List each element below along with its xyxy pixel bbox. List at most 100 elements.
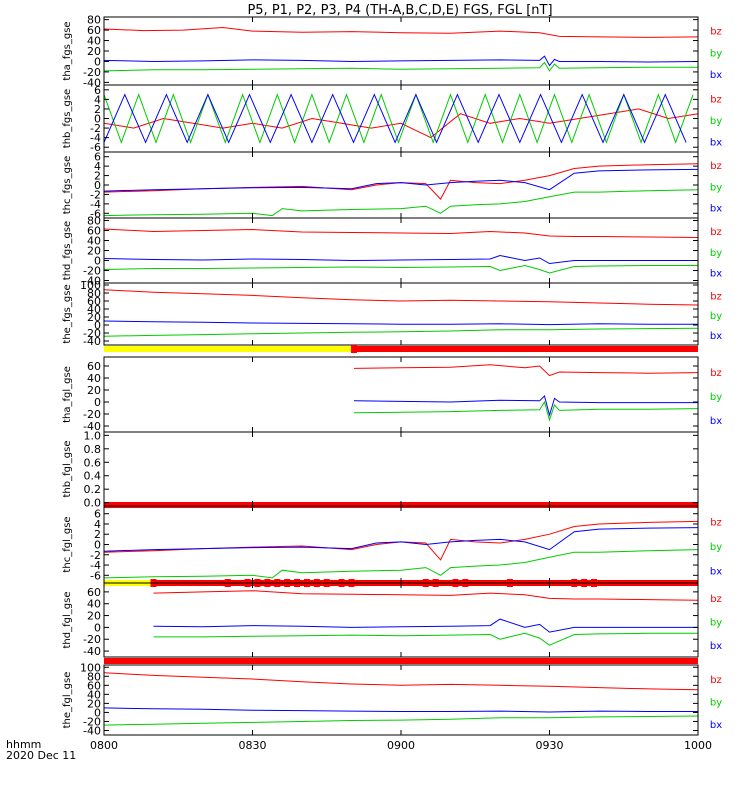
y-tick-label: 40: [87, 598, 101, 611]
series-line-bz: [353, 364, 699, 377]
legend-label-bz: bz: [710, 227, 722, 238]
panel-frame: [103, 282, 699, 346]
y-tick-label: 20: [87, 311, 101, 324]
series-line-by: [103, 327, 699, 337]
series-line-by: [103, 715, 699, 726]
legend-label-bz: bz: [710, 161, 722, 172]
footer-date-label: 2020 Dec 11: [6, 749, 76, 762]
y-tick-label: -40: [83, 76, 101, 89]
legend-label-by: by: [710, 248, 722, 259]
y-tick-label: 6: [94, 508, 101, 521]
y-tick-label: -40: [83, 724, 101, 737]
y-axis-label: thb_fgs_gse: [62, 89, 73, 148]
x-tick-label: 0830: [239, 739, 267, 752]
y-axis-label: the_fgs_gse: [62, 284, 73, 343]
panel-frame: [103, 84, 699, 153]
y-tick-label: 0: [94, 319, 101, 332]
y-tick-label: 4: [94, 518, 101, 531]
y-tick-label: 2: [94, 170, 101, 183]
series-line-bz: [103, 26, 699, 38]
y-tick-label: 60: [87, 24, 101, 37]
series-line-bx: [153, 618, 698, 633]
y-tick-label: 80: [87, 670, 101, 683]
y-tick-label: -40: [83, 645, 101, 658]
series-line-bz: [103, 672, 699, 691]
y-axis-label: tha_fgs_gse: [62, 21, 73, 80]
series-line-by: [103, 264, 698, 274]
y-tick-label: -2: [90, 549, 101, 562]
y-tick-label: -40: [83, 335, 101, 348]
series-line-bz: [103, 520, 699, 561]
y-tick-label: -6: [90, 207, 101, 220]
flag-bar-segment: [104, 658, 698, 664]
series-line-bz: [103, 289, 699, 306]
legend-label-bx: bx: [710, 641, 722, 652]
y-tick-label: -2: [90, 122, 101, 135]
y-tick-label: 1.0: [84, 429, 102, 442]
y-tick-label: 60: [87, 225, 101, 238]
legend-label-bz: bz: [710, 94, 722, 105]
y-tick-label: 40: [87, 235, 101, 248]
series-line-bx: [103, 168, 699, 192]
y-tick-label: 6: [94, 84, 101, 97]
y-tick-label: 40: [87, 688, 101, 701]
y-tick-label: 0.2: [84, 483, 102, 496]
y-axis-label: thc_fgl_gse: [62, 516, 73, 572]
y-tick-label: 60: [87, 295, 101, 308]
y-tick-label: 2: [94, 103, 101, 116]
y-tick-label: -40: [83, 275, 101, 288]
y-axis-label: the_fgl_gse: [62, 672, 73, 729]
legend-label-bx: bx: [710, 203, 722, 214]
y-tick-label: 20: [87, 384, 101, 397]
legend-label-bx: bx: [710, 720, 722, 731]
series-line-bz: [103, 108, 699, 139]
y-tick-label: -20: [83, 715, 101, 728]
x-tick-label: 0900: [387, 739, 415, 752]
x-tick-label: 1000: [684, 739, 712, 752]
series-line-bz: [103, 163, 699, 200]
y-axis-label: thb_fgl_gse: [62, 441, 73, 498]
x-tick-label: 0800: [90, 739, 118, 752]
series-line-by: [103, 61, 698, 72]
y-axis-label: thd_fgs_gse: [62, 221, 73, 280]
y-axis-label: thc_fgs_gse: [62, 156, 73, 215]
y-tick-label: 0.0: [84, 497, 102, 510]
y-tick-label: 0: [94, 113, 101, 126]
y-tick-label: 0: [94, 621, 101, 634]
y-tick-label: 0.8: [84, 443, 102, 456]
panel-frame: [103, 431, 699, 507]
series-line-bx: [103, 527, 699, 552]
y-tick-label: 6: [94, 151, 101, 164]
panel-frame: [103, 582, 699, 658]
y-tick-label: 60: [87, 679, 101, 692]
legend-label-by: by: [710, 48, 722, 59]
y-tick-label: 0: [94, 396, 101, 409]
x-tick-label: 0930: [536, 739, 564, 752]
y-tick-label: 60: [87, 360, 101, 373]
legend-label-by: by: [710, 182, 722, 193]
footer-time-label: hhmm: [6, 738, 41, 751]
y-tick-label: 60: [87, 586, 101, 599]
legend-label-bx: bx: [710, 269, 722, 280]
x-axis: 0800 0830 0900 0930 1000: [90, 739, 712, 752]
y-tick-label: 4: [94, 160, 101, 173]
panel-frame: [103, 664, 699, 736]
legend-label-bz: bz: [710, 27, 722, 38]
y-tick-label: -20: [83, 633, 101, 646]
legend-label-by: by: [710, 311, 722, 322]
panel-frame: [103, 505, 699, 584]
y-tick-label: 0: [94, 255, 101, 268]
y-tick-label: 20: [87, 45, 101, 58]
series-line-bz: [153, 590, 699, 601]
y-tick-label: 40: [87, 303, 101, 316]
series-line-bx: [103, 55, 699, 67]
y-tick-label: -20: [83, 265, 101, 278]
legend-label-by: by: [710, 697, 722, 708]
